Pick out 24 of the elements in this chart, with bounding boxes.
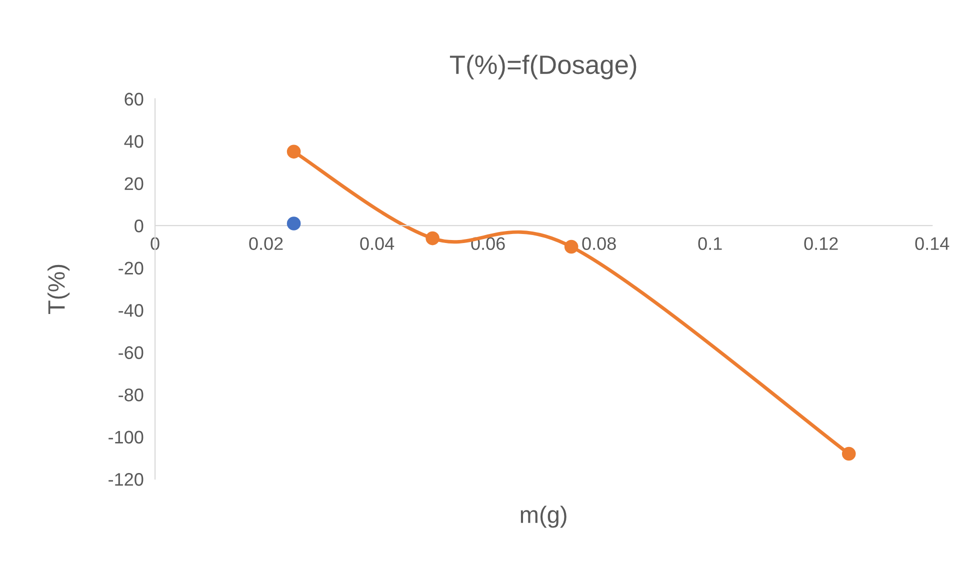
x-axis-title: m(g) <box>520 506 566 528</box>
point <box>842 446 856 461</box>
y-tick-label: 60 <box>124 92 144 106</box>
y-tick-label: 0 <box>134 220 144 232</box>
y-tick-label: -100 <box>108 430 144 444</box>
x-tick-label: 0.08 <box>582 237 616 250</box>
y-tick-label: -60 <box>118 346 144 360</box>
chart-title: T(%)=f(Dosage) <box>450 54 636 80</box>
y-tick-label: -40 <box>118 304 144 317</box>
x-tick-label: 0.14 <box>915 237 950 250</box>
point <box>564 240 578 254</box>
y-axis-title: T(%) <box>48 264 70 314</box>
y-tick-label: 20 <box>124 177 144 190</box>
y-tick-label: -80 <box>118 388 144 402</box>
x-tick-label: 0.02 <box>249 237 283 250</box>
point <box>286 144 301 159</box>
y-tick-label: -20 <box>118 262 144 275</box>
y-tick-label: 40 <box>124 135 144 148</box>
point <box>426 231 440 246</box>
x-tick-label: 0.04 <box>360 237 394 250</box>
y-tick-label: -120 <box>108 473 144 486</box>
x-tick-label: 0.1 <box>698 237 722 250</box>
point <box>286 216 301 230</box>
x-tick-label: 0.12 <box>804 237 838 250</box>
